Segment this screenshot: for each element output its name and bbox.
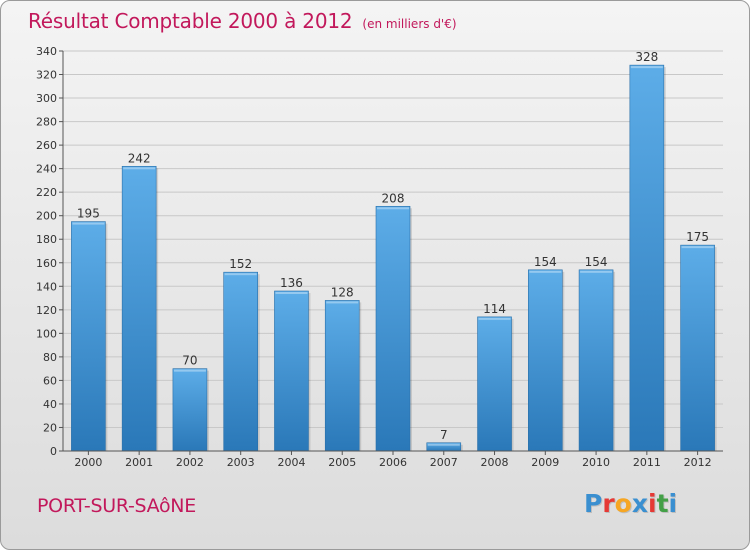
x-tick-label: 2004	[277, 456, 305, 469]
bar-highlight	[224, 273, 257, 276]
y-tick-label: 120	[36, 304, 57, 317]
bar-highlight	[72, 222, 105, 225]
y-tick-label: 320	[36, 69, 57, 82]
bar-highlight	[173, 369, 206, 372]
x-tick-label: 2006	[379, 456, 407, 469]
x-tick-label: 2000	[74, 456, 102, 469]
y-tick-label: 140	[36, 280, 57, 293]
logo-letter: i	[668, 489, 678, 518]
chart-title: Résultat Comptable 2000 à 2012	[28, 9, 353, 33]
bar-value-label: 154	[585, 255, 608, 269]
bar-2010	[578, 269, 614, 452]
logo-letter: t	[656, 489, 669, 518]
x-tick-label: 2005	[328, 456, 356, 469]
bar-value-label: 175	[686, 230, 709, 244]
x-tick-label: 2008	[481, 456, 509, 469]
bar-value-label: 114	[483, 302, 506, 316]
x-tick-label: 2009	[531, 456, 559, 469]
logo-letter: o	[614, 489, 632, 518]
bar-highlight	[123, 167, 156, 170]
y-tick-label: 160	[36, 257, 57, 270]
bar-2004	[274, 290, 309, 452]
bar-2008	[477, 316, 512, 452]
logo-letter: i	[648, 489, 657, 518]
bar-value-label: 195	[77, 207, 100, 221]
bar-value-label: 328	[635, 50, 658, 64]
bar-highlight	[377, 207, 409, 210]
bar-value-label: 70	[182, 354, 197, 368]
x-tick-label: 2002	[176, 456, 204, 469]
logo-letter: x	[631, 489, 648, 518]
y-tick-label: 300	[36, 92, 57, 105]
proxiti-logo: Proxiti	[584, 489, 677, 518]
city-name: PORT-SUR-SAôNE	[37, 495, 196, 517]
logo-letter: P	[584, 489, 603, 518]
chart-subtitle: (en milliers d'€)	[362, 17, 457, 31]
y-tick-label: 0	[50, 445, 57, 458]
y-tick-label: 40	[43, 398, 57, 411]
bar-value-label: 208	[382, 191, 405, 205]
y-tick-label: 340	[36, 45, 57, 58]
bar-2012	[680, 244, 715, 452]
bar-highlight	[630, 66, 663, 69]
y-tick-label: 260	[36, 139, 57, 152]
x-tick-label: 2012	[684, 456, 712, 469]
bar-value-label: 242	[128, 151, 151, 165]
bar-2006	[375, 205, 411, 452]
logo-letter: r	[602, 489, 615, 518]
x-tick-label: 2001	[125, 456, 153, 469]
y-tick-label: 220	[36, 186, 57, 199]
bar-highlight	[580, 270, 613, 273]
bar-highlight	[427, 443, 460, 446]
bar-highlight	[478, 317, 511, 320]
bar-2000	[71, 221, 106, 452]
y-tick-label: 200	[36, 210, 57, 223]
bar-highlight	[529, 270, 562, 273]
bar-highlight	[275, 292, 308, 294]
chart-title-block: Résultat Comptable 2000 à 2012 (en millie…	[28, 9, 457, 33]
bar-value-label: 128	[331, 285, 354, 299]
bar-value-label: 136	[280, 276, 303, 290]
bar-2009	[528, 269, 563, 452]
y-tick-label: 180	[36, 233, 57, 246]
bar-highlight	[681, 246, 714, 249]
bar-2005	[324, 300, 360, 452]
x-tick-label: 2010	[582, 456, 610, 469]
y-tick-label: 60	[43, 374, 57, 387]
y-tick-label: 100	[36, 327, 57, 340]
x-tick-label: 2007	[430, 456, 458, 469]
x-tick-label: 2011	[633, 456, 661, 469]
bar-value-label: 152	[229, 257, 252, 271]
bar-value-label: 154	[534, 255, 557, 269]
y-tick-label: 240	[36, 163, 57, 176]
y-tick-label: 20	[43, 421, 57, 434]
bar-2002	[172, 368, 208, 452]
x-tick-label: 2003	[227, 456, 255, 469]
bar-2001	[121, 165, 157, 452]
y-tick-label: 280	[36, 116, 57, 129]
bar-2011	[629, 64, 665, 452]
bar-highlight	[326, 301, 359, 304]
bar-2003	[223, 271, 258, 452]
bar-value-label: 7	[440, 428, 448, 442]
y-tick-label: 80	[43, 351, 57, 364]
